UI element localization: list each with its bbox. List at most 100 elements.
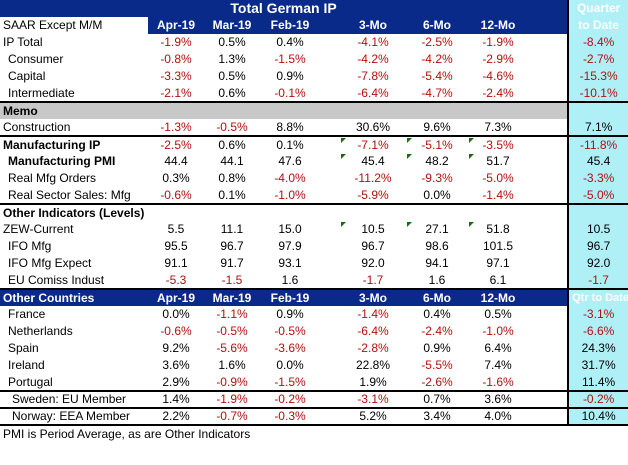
col-spacer bbox=[528, 170, 568, 187]
value-cell: 93.1 bbox=[278, 256, 302, 270]
value-cell: 30.6% bbox=[355, 119, 391, 134]
value-cell: 45.4 bbox=[340, 153, 406, 170]
other-countries-label: Other Countries bbox=[0, 288, 148, 306]
value-cell: -5.6% bbox=[216, 341, 248, 355]
value-cell: 3.4% bbox=[406, 407, 468, 425]
quarter-value-cell: -3.1% bbox=[567, 306, 628, 323]
ip-row: Intermediate -2.1% 0.6% -0.1% -6.4% -4.7% -2.4… bbox=[0, 85, 628, 102]
level-row: EU Comiss Indust -5.3 -1.5 1.6 -1.7 1.6 6.1 -1.… bbox=[0, 272, 628, 289]
value-cell: -0.5% bbox=[216, 119, 248, 134]
row-label: Consumer bbox=[8, 52, 64, 66]
value-cell: -1.3% bbox=[160, 119, 192, 134]
quarter-value-cell: -5.0% bbox=[567, 187, 628, 204]
value-cell: -4.2% bbox=[421, 52, 453, 66]
memo-quarter-cell bbox=[567, 101, 628, 119]
value-cell: -5.5% bbox=[421, 358, 453, 372]
row-label: Construction bbox=[3, 119, 71, 134]
col-spacer bbox=[320, 272, 340, 289]
value-cell: 1.4% bbox=[148, 390, 204, 408]
value-cell: 10.5 bbox=[340, 221, 406, 238]
col-spacer bbox=[528, 85, 568, 102]
norway-row: Norway: EEA Member 2.2% -0.7% -0.3% 5.2% 3.4%… bbox=[0, 407, 628, 425]
country-row: France 0.0% -1.1% 0.9% -1.4% 0.4% 0.5% -3.1% bbox=[0, 306, 628, 323]
level-row: ZEW-Current 5.5 11.1 15.0 10.5 27.1 51.8 10.5 bbox=[0, 221, 628, 238]
value-cell: -2.1% bbox=[160, 85, 192, 100]
value-cell: -3.3% bbox=[160, 69, 192, 83]
manufacturing-row: Manufacturing PMI 44.4 44.1 47.6 45.4 48.2 51.… bbox=[0, 153, 628, 170]
country-row: Netherlands -0.6% -0.5% -0.5% -6.4% -2.4% -1.0… bbox=[0, 323, 628, 340]
col-spacer bbox=[528, 221, 568, 238]
value-cell: 97.1 bbox=[486, 256, 510, 270]
value-cell: -0.7% bbox=[204, 407, 260, 425]
value-cell: -1.4% bbox=[357, 307, 389, 321]
value-cell: -5.3 bbox=[165, 272, 187, 287]
col-spacer bbox=[320, 306, 340, 323]
other-countries-header-row: Other Countries Apr-19 Mar-19 Feb-19 3-M… bbox=[0, 288, 628, 306]
row-label: Netherlands bbox=[8, 324, 73, 338]
value-cell: 9.2% bbox=[162, 341, 190, 355]
value-cell: -4.7% bbox=[421, 85, 453, 100]
other-indicators-quarter-cell bbox=[567, 203, 628, 221]
col-spacer bbox=[528, 238, 568, 255]
col-spacer bbox=[528, 340, 568, 357]
value-cell: 48.2 bbox=[406, 153, 468, 170]
value-cell: 0.5% bbox=[218, 69, 246, 83]
col-spacer bbox=[320, 221, 340, 238]
col-header: 3-Mo bbox=[340, 288, 406, 306]
value-cell: -1.0% bbox=[482, 324, 514, 338]
col-spacer bbox=[320, 153, 340, 170]
qtr-to-date-header: Qtr to Date bbox=[567, 288, 628, 306]
value-cell: -5.0% bbox=[482, 171, 514, 185]
value-cell: 22.8% bbox=[355, 358, 391, 372]
row-label: Ireland bbox=[8, 358, 45, 372]
col-header: 6-Mo bbox=[406, 17, 468, 34]
value-cell: 5.2% bbox=[340, 407, 406, 425]
value-cell: 0.3% bbox=[162, 171, 190, 185]
col-header: 6-Mo bbox=[406, 288, 468, 306]
quarter-value-cell: 7.1% bbox=[567, 119, 628, 136]
value-cell: -2.5% bbox=[421, 35, 453, 49]
col-spacer bbox=[528, 51, 568, 68]
value-cell: -1.9% bbox=[482, 35, 514, 49]
value-cell: 0.1% bbox=[218, 187, 246, 202]
quarter-value-cell: 92.0 bbox=[567, 255, 628, 272]
col-spacer bbox=[320, 255, 340, 272]
data-table: Total German IP Quarter SAAR Except M/M … bbox=[0, 0, 628, 442]
value-cell: -4.2% bbox=[357, 52, 389, 66]
value-cell: 7.3% bbox=[484, 119, 512, 134]
quarter-value-cell: -15.3% bbox=[567, 68, 628, 85]
col-header: 3-Mo bbox=[340, 17, 406, 34]
value-cell: -2.5% bbox=[148, 135, 204, 153]
value-cell: 51.7 bbox=[468, 153, 528, 170]
value-cell: -2.8% bbox=[357, 341, 389, 355]
manufacturing-section: Manufacturing IP -2.5% 0.6% 0.1% -7.1% -5.1% -… bbox=[0, 135, 628, 204]
sweden-section: Sweden: EU Member 1.4% -1.9% -0.2% -3.1% 0.7%… bbox=[0, 390, 628, 408]
value-cell: 95.5 bbox=[164, 239, 188, 253]
value-cell: 27.1 bbox=[406, 221, 468, 238]
value-cell: 98.6 bbox=[425, 239, 449, 253]
col-spacer bbox=[528, 390, 569, 408]
row-label: Spain bbox=[8, 341, 39, 355]
col-spacer bbox=[528, 272, 568, 289]
norway-section: Norway: EEA Member 2.2% -0.7% -0.3% 5.2% 3.4%… bbox=[0, 407, 628, 425]
value-cell: 44.1 bbox=[220, 154, 244, 168]
quarter-value-cell: 11.4% bbox=[567, 374, 628, 391]
value-cell: -1.4% bbox=[482, 187, 514, 202]
quarter-value-cell: -0.2% bbox=[567, 390, 628, 408]
saar-label: SAAR Except M/M bbox=[0, 17, 148, 34]
value-cell: 0.9% bbox=[276, 307, 304, 321]
value-cell: -0.3% bbox=[260, 407, 320, 425]
level-row: IFO Mfg Expect 91.1 91.7 93.1 92.0 94.1 97.1 92… bbox=[0, 255, 628, 272]
col-spacer bbox=[320, 85, 340, 102]
value-cell: 11.1 bbox=[220, 222, 244, 236]
value-cell: 3.6% bbox=[162, 358, 190, 372]
row-label: Portugal bbox=[8, 374, 53, 389]
value-cell: 7.4% bbox=[484, 358, 512, 372]
value-cell: -3.5% bbox=[468, 135, 528, 153]
row-label: Real Sector Sales: Mfg bbox=[8, 187, 131, 202]
quarter-value-cell: -11.8% bbox=[567, 135, 628, 153]
value-cell: 0.5% bbox=[218, 35, 246, 49]
value-cell: 1.6% bbox=[218, 358, 246, 372]
country-row: Ireland 3.6% 1.6% 0.0% 22.8% -5.5% 7.4% 31.7% bbox=[0, 357, 628, 374]
col-header: Feb-19 bbox=[260, 17, 320, 34]
